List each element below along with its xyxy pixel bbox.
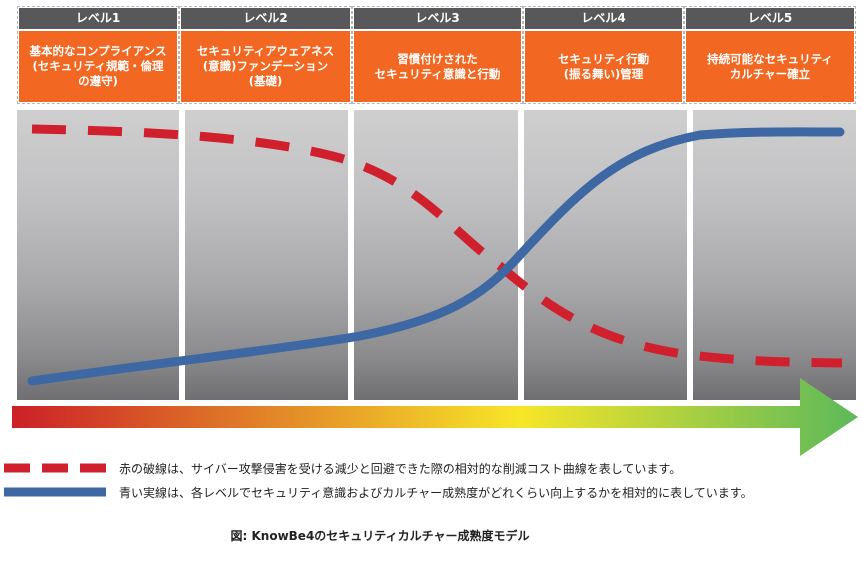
level-1-label: レベル1 (19, 8, 177, 29)
culture-maturity-curve (27, 127, 845, 386)
level-3-description: 習慣付けされた セキュリティ意識と行動 (354, 31, 521, 102)
level-2-description: セキュリティアウェアネス (意識)ファンデーション (基礎) (181, 31, 350, 102)
level-1-description: 基本的なコンプライアンス (セキュリティ規範・倫理 の遵守) (19, 31, 177, 102)
level-5-column (693, 110, 856, 400)
level-2-header: レベル2 セキュリティアウェアネス (意識)ファンデーション (基礎) (179, 6, 352, 104)
level-5-label: レベル5 (686, 8, 854, 29)
level-3-header: レベル3 習慣付けされた セキュリティ意識と行動 (352, 6, 523, 104)
level-3-column (354, 110, 518, 400)
level-4-description: セキュリティ行動 (振る舞い)管理 (525, 31, 682, 102)
level-5-header: レベル5 持続可能なセキュリティ カルチャー確立 (684, 6, 856, 104)
cost-reduction-curve (31, 124, 843, 368)
level-4-label: レベル4 (525, 8, 682, 29)
legend-red-text: 赤の破線は、サイバー攻撃侵害を受ける減少と回避できた際の相対的な削減コスト曲線を… (119, 462, 682, 476)
legend-blue-text: 青い実線は、各レベルでセキュリティ意識およびカルチャー成熟度がどれくらい向上する… (119, 486, 753, 500)
level-1-column (17, 110, 179, 400)
maturity-arrow (12, 378, 858, 456)
level-1-header: レベル1 基本的なコンプライアンス (セキュリティ規範・倫理 の遵守) (17, 6, 179, 104)
figure-caption: 図: KnowBe4のセキュリティカルチャー成熟度モデル (230, 529, 530, 543)
level-4-header: レベル4 セキュリティ行動 (振る舞い)管理 (523, 6, 684, 104)
level-3-label: レベル3 (354, 8, 521, 29)
level-2-label: レベル2 (181, 8, 350, 29)
level-5-description: 持続可能なセキュリティ カルチャー確立 (686, 31, 854, 102)
